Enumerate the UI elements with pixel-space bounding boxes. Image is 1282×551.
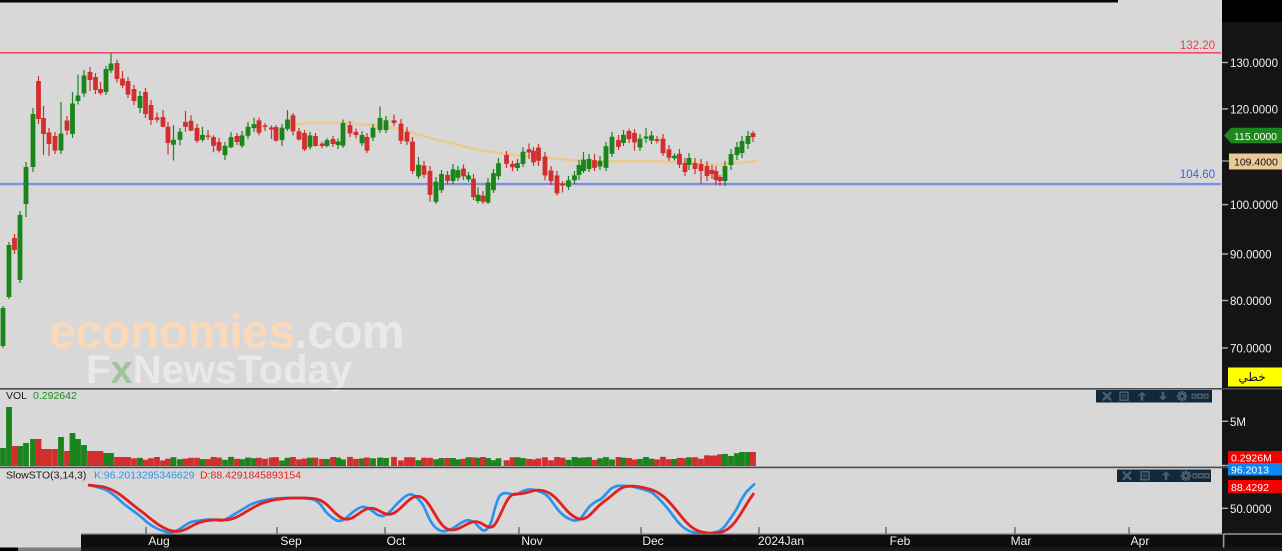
svg-text:104.60: 104.60 [1180, 169, 1215, 181]
svg-text:5M: 5M [1230, 417, 1246, 429]
svg-text:0.2926M: 0.2926M [1231, 452, 1272, 464]
svg-text:VOL: VOL [6, 390, 27, 402]
svg-text:90.0000: 90.0000 [1230, 250, 1272, 262]
svg-text:50.0000: 50.0000 [1230, 504, 1272, 516]
svg-text:Nov: Nov [521, 534, 542, 548]
svg-text:132.20: 132.20 [1180, 40, 1215, 52]
svg-text:Sep: Sep [280, 534, 302, 548]
svg-text:FxNewsToday: FxNewsToday [86, 348, 353, 392]
svg-text:109.4000: 109.4000 [1234, 157, 1278, 169]
svg-text:economies.com: economies.com [49, 306, 404, 359]
svg-text:D:88.4291845893154: D:88.4291845893154 [200, 470, 301, 482]
svg-text:120.0000: 120.0000 [1230, 104, 1278, 116]
svg-text:Apr: Apr [1131, 534, 1150, 548]
svg-text:Mar: Mar [1011, 534, 1032, 548]
svg-text:130.0000: 130.0000 [1230, 58, 1278, 70]
svg-text:115.0000: 115.0000 [1234, 131, 1277, 143]
svg-text:Dec: Dec [642, 534, 663, 548]
svg-text:Feb: Feb [890, 534, 911, 548]
svg-text:Aug: Aug [148, 534, 169, 548]
svg-text:K:96.2013295346629: K:96.2013295346629 [94, 470, 195, 482]
svg-text:88.4292: 88.4292 [1231, 482, 1269, 494]
svg-text:Oct: Oct [387, 534, 406, 548]
svg-text:100.0000: 100.0000 [1230, 200, 1278, 212]
svg-text:خطي: خطي [1238, 370, 1265, 384]
svg-text:80.0000: 80.0000 [1230, 296, 1272, 308]
svg-text:70.0000: 70.0000 [1230, 344, 1272, 356]
svg-text:96.2013: 96.2013 [1231, 465, 1269, 477]
svg-text:SlowSTO(3,14,3): SlowSTO(3,14,3) [6, 470, 86, 482]
svg-text:2024Jan: 2024Jan [758, 534, 804, 548]
svg-text:0.292642: 0.292642 [33, 390, 77, 402]
